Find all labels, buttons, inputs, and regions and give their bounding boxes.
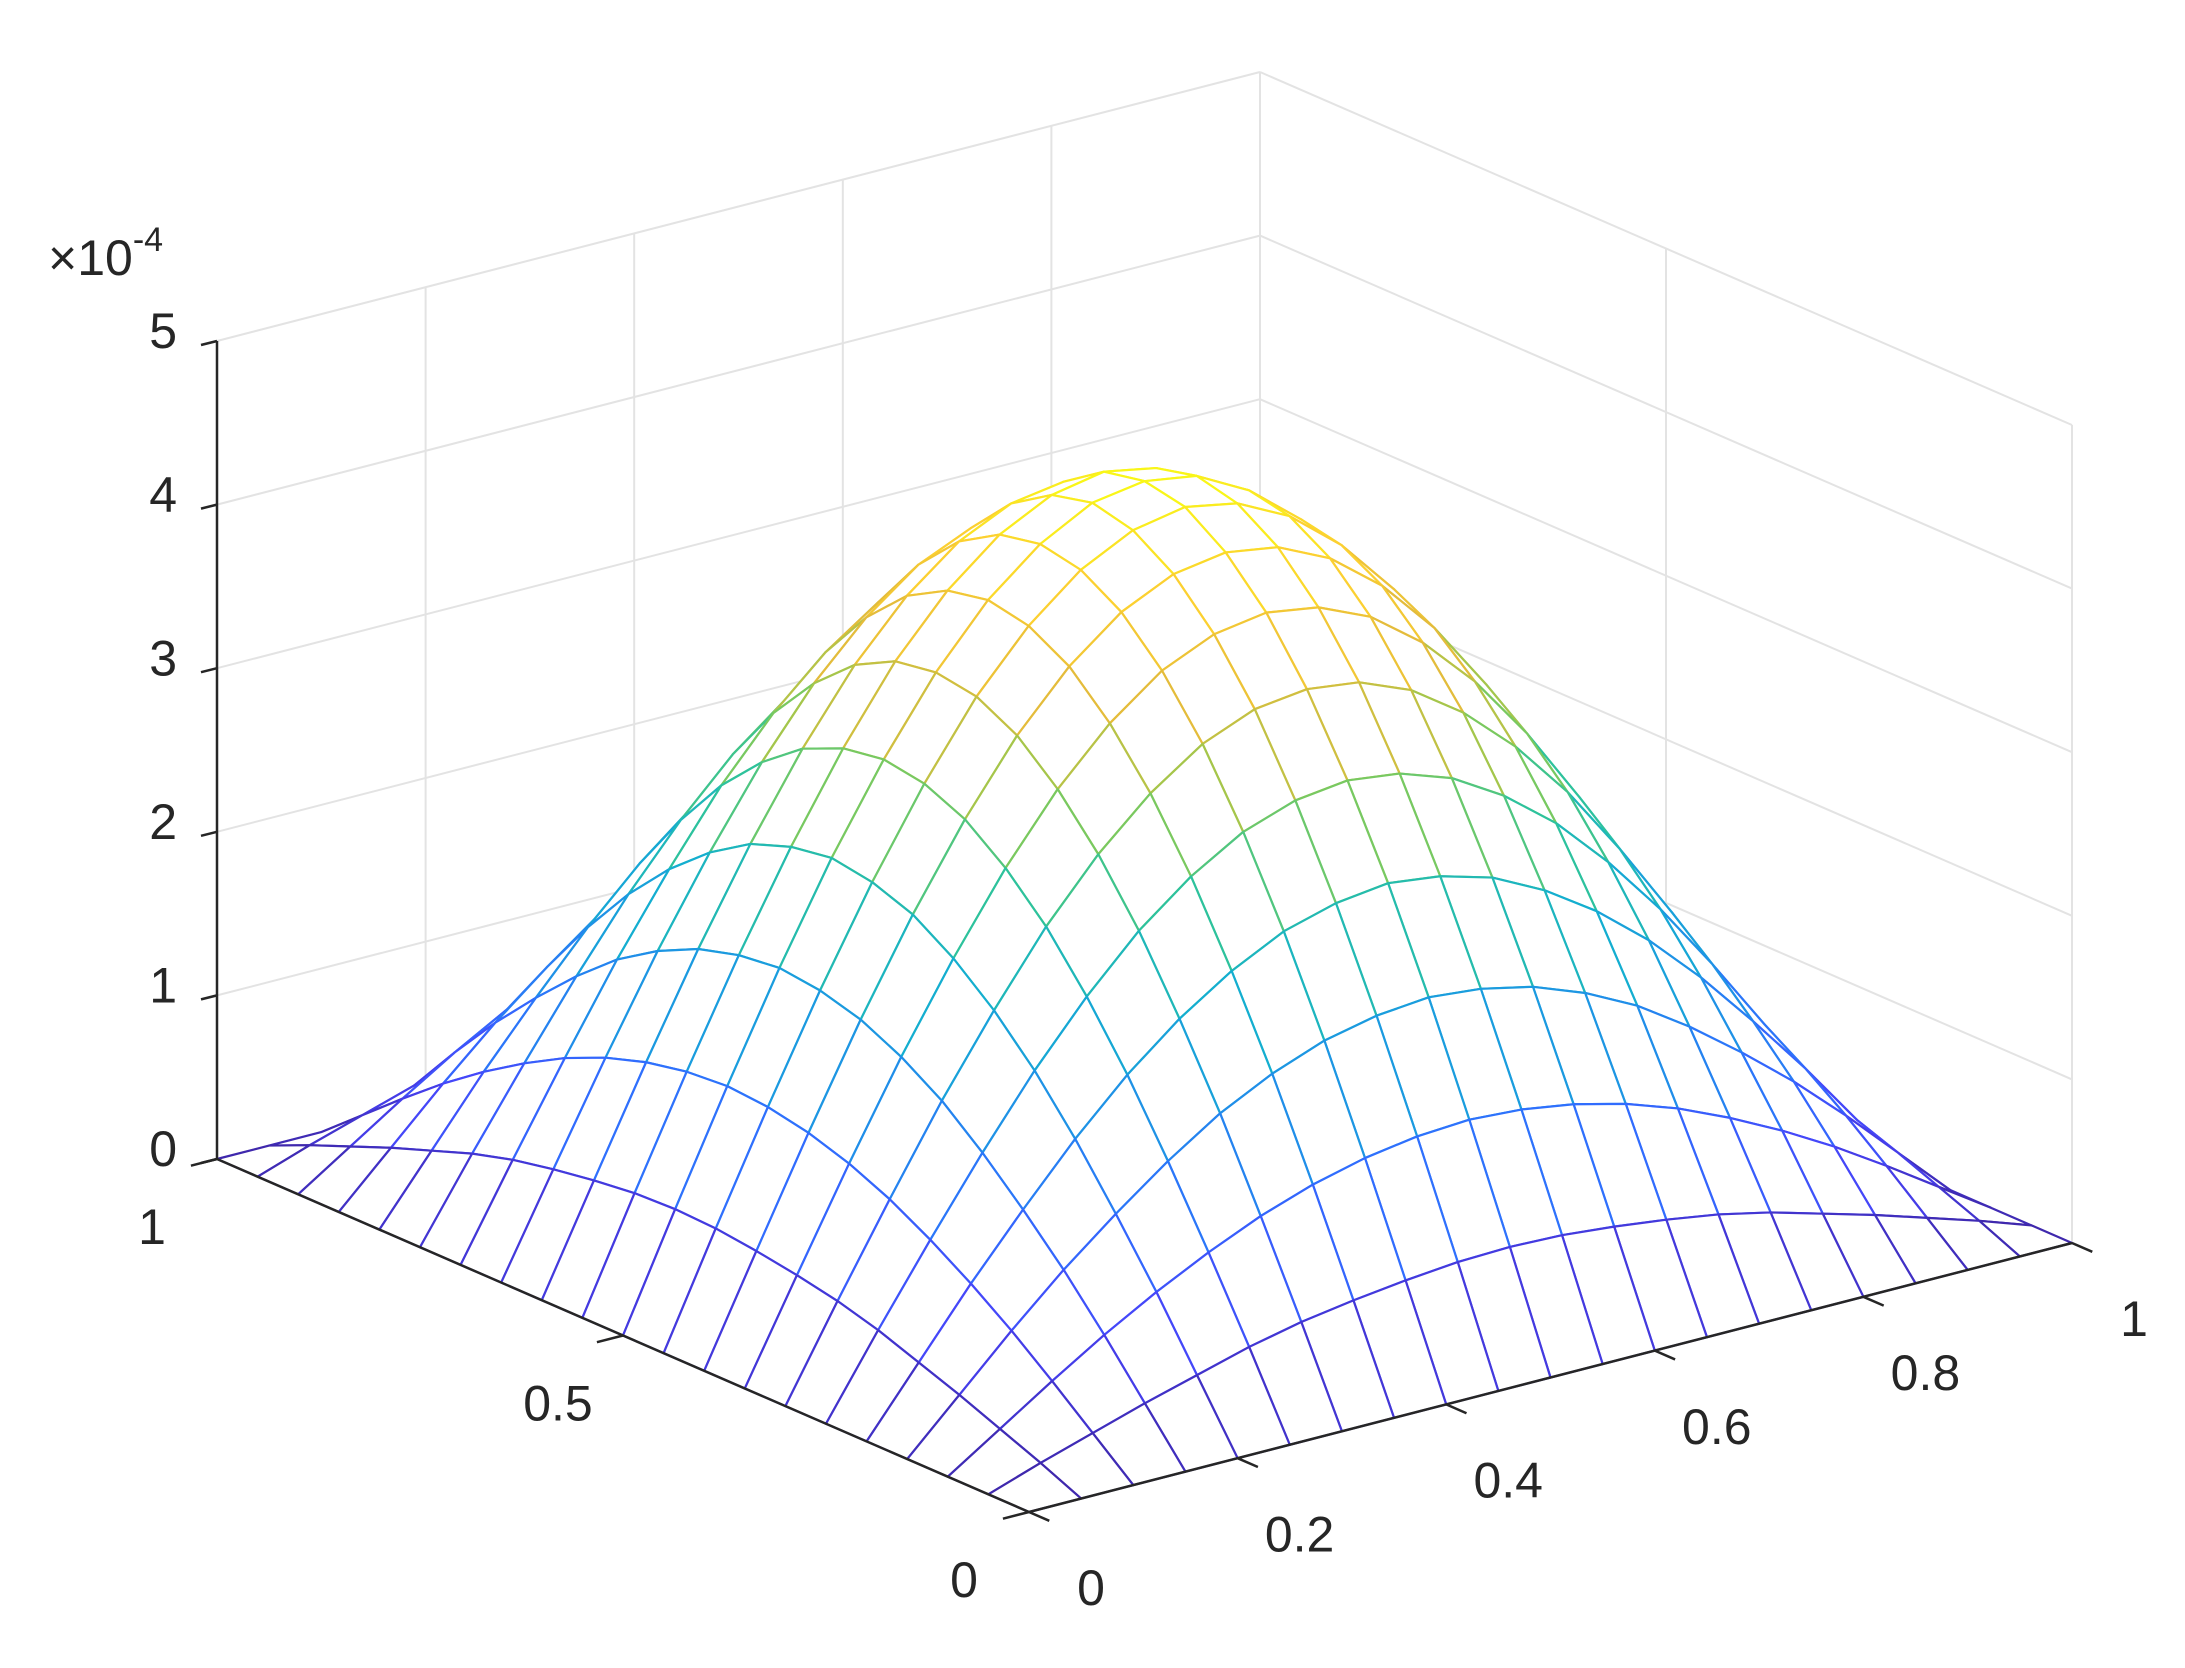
- z-grid-line: [216, 398, 1261, 670]
- z-grid-line: [216, 234, 1261, 506]
- z-tick: [200, 503, 218, 510]
- x-tick-label: 0.8: [1891, 1345, 1961, 1401]
- x-tick-label: 0: [1077, 1560, 1105, 1616]
- x-tick: [1445, 1403, 1467, 1415]
- x-tick: [1028, 1510, 1050, 1522]
- y-tick: [596, 1334, 624, 1344]
- x-tick: [1654, 1349, 1676, 1361]
- z-tick-label: 2: [149, 794, 177, 850]
- y-tick-label: 1: [138, 1199, 166, 1255]
- x-tick: [1237, 1457, 1259, 1469]
- z-tick-label: 0: [149, 1121, 177, 1177]
- z-tick-label: 4: [149, 467, 177, 523]
- z-multiplier-base: ×10: [48, 230, 133, 286]
- y-tick: [1002, 1510, 1030, 1520]
- y-tick-label: 0.5: [523, 1376, 593, 1432]
- z-tick-label: 5: [149, 303, 177, 359]
- z-tick: [200, 994, 218, 1001]
- x-axis-line: [1028, 1241, 2073, 1514]
- y-tick-label: 0: [950, 1552, 978, 1608]
- z-multiplier: ×10-4: [48, 221, 163, 286]
- z-tick-label: 1: [149, 958, 177, 1014]
- x-tick-label: 0.4: [1473, 1453, 1543, 1509]
- x-tick-label: 0.6: [1682, 1399, 1752, 1455]
- z-grid-line: [216, 71, 1261, 342]
- x-tick: [1862, 1295, 1885, 1307]
- z-tick: [200, 666, 218, 674]
- z-tick: [200, 339, 218, 347]
- z-multiplier-exponent: -4: [133, 221, 163, 259]
- z-tick: [200, 830, 218, 838]
- axes-layer: 0 0.2 0.4 0.6 0.8 1 0 0.5 1 0 1 2 3 4 5: [138, 303, 2148, 1616]
- z-tick: [200, 1157, 218, 1165]
- surface: [215, 466, 2074, 1514]
- x-tick: [2071, 1241, 2093, 1253]
- x-tick-label: 1: [2120, 1291, 2148, 1347]
- z-tick-label: 3: [149, 630, 177, 686]
- x-tick-label: 0.2: [1265, 1506, 1335, 1562]
